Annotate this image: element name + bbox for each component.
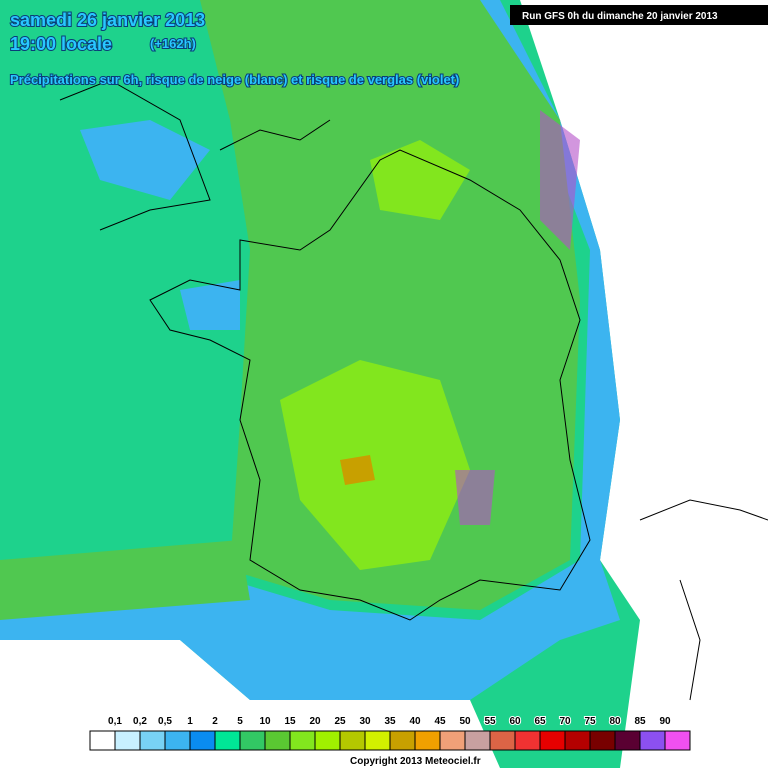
coastline (639, 499, 768, 701)
legend-label: 10 (259, 716, 271, 727)
coastline (59, 79, 331, 231)
time: 19:00 locale (10, 34, 112, 54)
legend-label: 0,2 (133, 716, 147, 727)
legend-swatch (589, 730, 616, 751)
legend-swatch (414, 730, 441, 751)
legend-swatch (239, 730, 266, 751)
legend-swatch (564, 730, 591, 751)
lead-time: (+162h) (150, 36, 196, 51)
legend-swatch (264, 730, 291, 751)
legend-swatch (364, 730, 391, 751)
legend-swatch (539, 730, 566, 751)
legend-label: 40 (409, 716, 421, 727)
legend-label: 20 (309, 716, 321, 727)
legend-swatch (664, 730, 691, 751)
run-box (510, 5, 768, 25)
legend-label: 85 (634, 716, 646, 727)
legend-swatch (464, 730, 491, 751)
heavy-precip-area (340, 455, 375, 485)
legend-swatch (614, 730, 641, 751)
legend-label: 65 (534, 716, 546, 727)
legend-label: 60 (509, 716, 521, 727)
legend-label: 5 (237, 716, 243, 727)
legend-swatch (189, 730, 216, 751)
legend-label: 1 (187, 716, 193, 727)
legend-label: 35 (384, 716, 396, 727)
moderate-precip-area (0, 540, 250, 620)
legend-swatch (214, 730, 241, 751)
heavy-precip-area (280, 360, 470, 570)
legend-label: 45 (434, 716, 446, 727)
legend-swatch (639, 730, 666, 751)
legend-label: 70 (559, 716, 571, 727)
light-precip-area (180, 280, 240, 330)
legend-label: 25 (334, 716, 346, 727)
legend-label: 55 (484, 716, 496, 727)
heavy-precip-area (370, 140, 470, 220)
legend-swatch (489, 730, 516, 751)
legend-swatch (114, 730, 141, 751)
subtitle: Précipitations sur 6h, risque de neige (… (10, 72, 459, 87)
freezing-rain-risk (455, 470, 495, 525)
legend-swatch (339, 730, 366, 751)
legend-label: 80 (609, 716, 621, 727)
legend-label: 15 (284, 716, 296, 727)
legend-swatch (514, 730, 541, 751)
legend-swatch (439, 730, 466, 751)
legend-label: 90 (659, 716, 671, 727)
freezing-rain-risk (540, 110, 580, 250)
legend-label: 2 (212, 716, 218, 727)
legend-swatch (89, 730, 116, 751)
legend-label: 75 (584, 716, 596, 727)
border (149, 149, 591, 621)
legend-swatch (164, 730, 191, 751)
legend: 0,1 0,2 0,5 1 2 5 10 15 20 25 30 35 40 45 50 55 60 65 70 75… (89, 715, 691, 751)
no-precip-area (520, 0, 768, 768)
legend-label: 0,5 (158, 716, 172, 727)
light-precip-area (80, 120, 210, 200)
copyright: Copyright 2013 Meteociel.fr (350, 756, 481, 767)
legend-swatch (289, 730, 316, 751)
light-precip-area (0, 0, 620, 700)
legend-swatch (389, 730, 416, 751)
date: samedi 26 janvier 2013 (10, 10, 205, 30)
legend-label: 0,1 (108, 716, 122, 727)
legend-swatch (314, 730, 341, 751)
legend-swatch (139, 730, 166, 751)
legend-label: 50 (459, 716, 471, 727)
legend-label: 30 (359, 716, 371, 727)
run-info: Run GFS 0h du dimanche 20 janvier 2013 (522, 11, 718, 22)
